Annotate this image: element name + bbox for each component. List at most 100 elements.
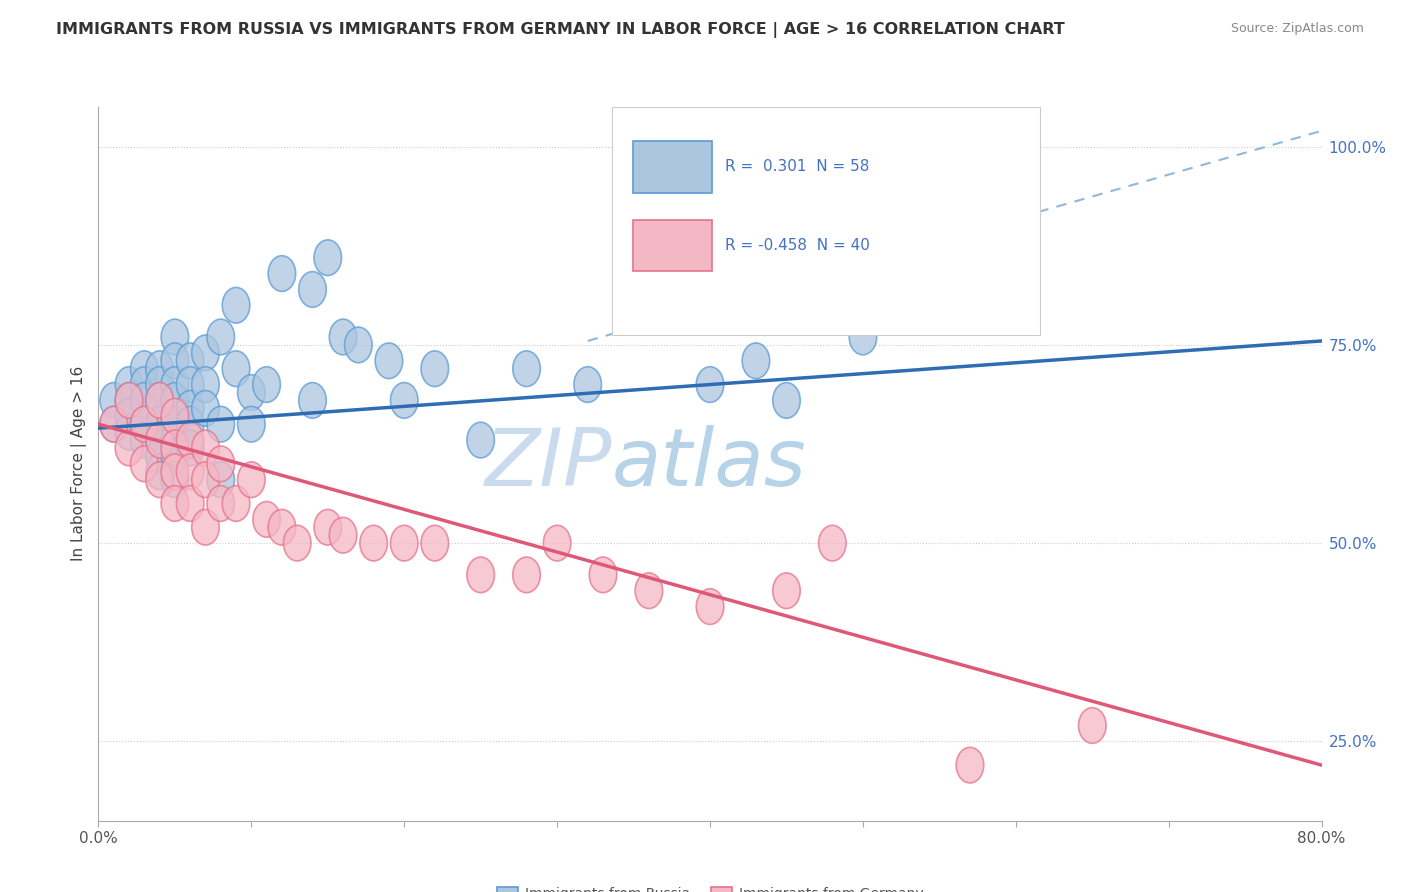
Ellipse shape — [207, 407, 235, 442]
Ellipse shape — [115, 367, 143, 402]
Ellipse shape — [191, 430, 219, 466]
Text: ZIP: ZIP — [485, 425, 612, 503]
Text: R = -0.458  N = 40: R = -0.458 N = 40 — [724, 238, 869, 253]
Ellipse shape — [131, 446, 157, 482]
Legend: Immigrants from Russia, Immigrants from Germany: Immigrants from Russia, Immigrants from … — [491, 881, 929, 892]
Ellipse shape — [238, 375, 266, 410]
Ellipse shape — [391, 525, 418, 561]
Ellipse shape — [696, 589, 724, 624]
Ellipse shape — [162, 485, 188, 521]
Ellipse shape — [162, 438, 188, 474]
Ellipse shape — [420, 351, 449, 386]
Ellipse shape — [146, 383, 173, 418]
Ellipse shape — [146, 438, 173, 474]
Ellipse shape — [191, 509, 219, 545]
Ellipse shape — [467, 557, 495, 592]
Ellipse shape — [146, 367, 173, 402]
Ellipse shape — [115, 399, 143, 434]
Ellipse shape — [222, 485, 250, 521]
Ellipse shape — [146, 383, 173, 418]
Ellipse shape — [162, 430, 188, 466]
Ellipse shape — [176, 430, 204, 466]
Ellipse shape — [162, 407, 188, 442]
Text: Source: ZipAtlas.com: Source: ZipAtlas.com — [1230, 22, 1364, 36]
Ellipse shape — [100, 407, 128, 442]
Ellipse shape — [131, 351, 157, 386]
Ellipse shape — [115, 430, 143, 466]
Ellipse shape — [314, 240, 342, 276]
Ellipse shape — [589, 557, 617, 592]
Ellipse shape — [176, 485, 204, 521]
Ellipse shape — [191, 335, 219, 371]
FancyBboxPatch shape — [633, 141, 713, 193]
Ellipse shape — [207, 462, 235, 498]
Ellipse shape — [146, 351, 173, 386]
Ellipse shape — [222, 287, 250, 323]
Ellipse shape — [818, 525, 846, 561]
Ellipse shape — [253, 367, 280, 402]
Ellipse shape — [253, 501, 280, 537]
Ellipse shape — [176, 367, 204, 402]
Ellipse shape — [176, 407, 204, 442]
Ellipse shape — [773, 573, 800, 608]
Text: IMMIGRANTS FROM RUSSIA VS IMMIGRANTS FROM GERMANY IN LABOR FORCE | AGE > 16 CORR: IMMIGRANTS FROM RUSSIA VS IMMIGRANTS FRO… — [56, 22, 1064, 38]
Ellipse shape — [269, 509, 295, 545]
Ellipse shape — [329, 517, 357, 553]
Ellipse shape — [115, 414, 143, 450]
Ellipse shape — [513, 351, 540, 386]
Ellipse shape — [146, 407, 173, 442]
Ellipse shape — [513, 557, 540, 592]
Ellipse shape — [207, 319, 235, 355]
Ellipse shape — [344, 327, 373, 363]
Ellipse shape — [191, 367, 219, 402]
Ellipse shape — [131, 407, 157, 442]
Ellipse shape — [131, 367, 157, 402]
Ellipse shape — [162, 383, 188, 418]
Ellipse shape — [298, 383, 326, 418]
Ellipse shape — [131, 422, 157, 458]
Text: R =  0.301  N = 58: R = 0.301 N = 58 — [724, 160, 869, 175]
Ellipse shape — [162, 454, 188, 490]
Ellipse shape — [176, 343, 204, 378]
Ellipse shape — [100, 407, 128, 442]
Ellipse shape — [238, 407, 266, 442]
Ellipse shape — [100, 383, 128, 418]
Y-axis label: In Labor Force | Age > 16: In Labor Force | Age > 16 — [72, 367, 87, 561]
Ellipse shape — [298, 271, 326, 307]
Ellipse shape — [176, 454, 204, 490]
Ellipse shape — [375, 343, 402, 378]
Ellipse shape — [636, 573, 662, 608]
Ellipse shape — [849, 319, 877, 355]
FancyBboxPatch shape — [633, 219, 713, 271]
Ellipse shape — [742, 343, 769, 378]
Ellipse shape — [314, 509, 342, 545]
Ellipse shape — [956, 747, 984, 783]
Ellipse shape — [146, 422, 173, 458]
Ellipse shape — [1078, 707, 1107, 743]
Ellipse shape — [284, 525, 311, 561]
Ellipse shape — [162, 462, 188, 498]
Ellipse shape — [222, 351, 250, 386]
Ellipse shape — [146, 454, 173, 490]
FancyBboxPatch shape — [612, 107, 1040, 335]
Ellipse shape — [131, 407, 157, 442]
Ellipse shape — [176, 391, 204, 426]
Ellipse shape — [574, 367, 602, 402]
Ellipse shape — [773, 383, 800, 418]
Ellipse shape — [329, 319, 357, 355]
Ellipse shape — [162, 319, 188, 355]
Ellipse shape — [269, 256, 295, 292]
Ellipse shape — [115, 383, 143, 418]
Ellipse shape — [391, 383, 418, 418]
Ellipse shape — [696, 367, 724, 402]
Ellipse shape — [162, 422, 188, 458]
Ellipse shape — [115, 383, 143, 418]
Ellipse shape — [131, 383, 157, 418]
Ellipse shape — [420, 525, 449, 561]
Ellipse shape — [207, 446, 235, 482]
Ellipse shape — [162, 343, 188, 378]
Ellipse shape — [543, 525, 571, 561]
Ellipse shape — [207, 485, 235, 521]
Ellipse shape — [360, 525, 388, 561]
Ellipse shape — [467, 422, 495, 458]
